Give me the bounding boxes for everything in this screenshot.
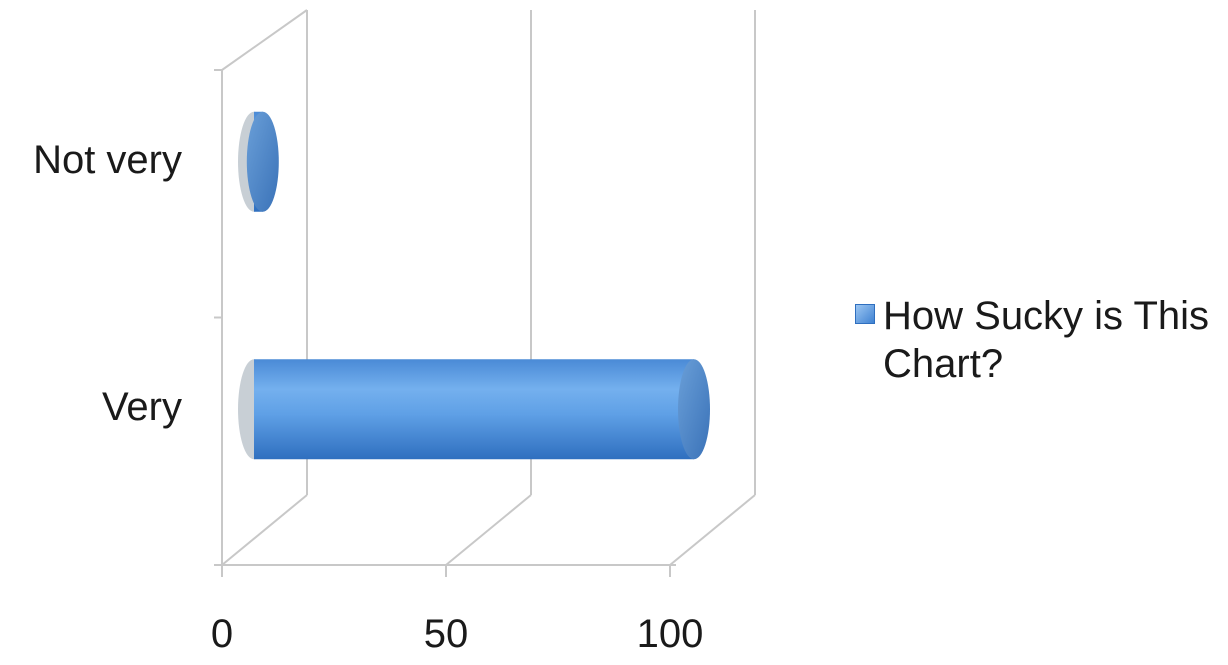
x-tick-label: 0 [210, 612, 234, 656]
bar-body [254, 359, 694, 460]
bars [238, 111, 710, 460]
floor-gridline [221, 494, 308, 566]
floor-gridline [669, 494, 756, 566]
legend-swatch [855, 304, 875, 324]
category-label: Not very [33, 137, 182, 182]
x-tick-label: 50 [423, 612, 469, 656]
floor-gridline [445, 494, 532, 566]
x-tick-label: 100 [636, 612, 704, 656]
bar-end-cap [678, 359, 710, 460]
bar-end-cap [246, 111, 279, 212]
gridlines [214, 9, 756, 577]
left-wall-top-edge [221, 9, 308, 71]
category-label: Very [101, 385, 182, 430]
legend-label: How Sucky is This Chart? [883, 294, 1210, 386]
